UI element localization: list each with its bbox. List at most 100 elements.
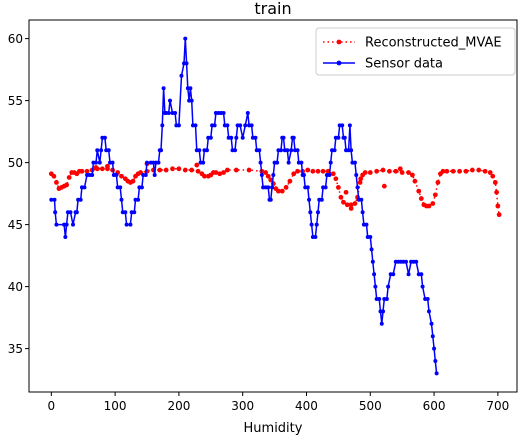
data-point bbox=[160, 123, 165, 128]
data-point bbox=[194, 162, 200, 168]
data-point bbox=[99, 148, 104, 153]
data-point bbox=[435, 180, 441, 185]
data-point bbox=[179, 73, 184, 78]
data-point bbox=[283, 185, 289, 190]
data-point bbox=[64, 182, 70, 188]
y-tick-label: 45 bbox=[8, 218, 23, 232]
data-point bbox=[245, 111, 250, 115]
data-point bbox=[370, 259, 375, 264]
data-point bbox=[305, 185, 310, 190]
y-tick-label: 55 bbox=[8, 94, 23, 108]
data-point bbox=[344, 202, 350, 208]
data-point bbox=[188, 86, 193, 91]
data-point bbox=[167, 98, 172, 103]
data-point bbox=[301, 173, 306, 177]
data-point bbox=[426, 203, 432, 209]
legend-box bbox=[315, 27, 516, 76]
data-point bbox=[348, 206, 354, 211]
x-axis: 0 100 200 300 400 500 600 700 bbox=[48, 392, 509, 413]
data-point bbox=[82, 185, 87, 190]
legend-marker bbox=[336, 60, 342, 66]
data-point bbox=[132, 210, 137, 215]
legend-label: Sensor data bbox=[365, 57, 443, 72]
data-point bbox=[380, 167, 386, 173]
data-point bbox=[404, 259, 409, 264]
data-point bbox=[118, 185, 123, 190]
data-point bbox=[249, 123, 254, 128]
x-tick-label: 700 bbox=[486, 399, 509, 413]
data-point bbox=[213, 170, 219, 175]
data-point bbox=[393, 168, 399, 174]
data-point bbox=[295, 148, 300, 153]
data-point bbox=[289, 148, 294, 153]
data-point bbox=[224, 167, 230, 173]
data-point bbox=[93, 165, 99, 170]
data-point bbox=[119, 197, 124, 202]
y-axis: 35 40 45 50 55 60 bbox=[8, 32, 29, 356]
data-point bbox=[315, 168, 321, 174]
data-point bbox=[314, 222, 319, 227]
data-point bbox=[263, 170, 269, 175]
data-point bbox=[195, 168, 201, 174]
data-point bbox=[469, 167, 475, 173]
x-tick-label: 0 bbox=[48, 399, 56, 413]
data-point bbox=[313, 235, 318, 239]
series-line-1 bbox=[51, 38, 438, 374]
data-point bbox=[434, 371, 439, 376]
data-point bbox=[161, 86, 166, 91]
data-point bbox=[319, 197, 324, 202]
data-point bbox=[496, 212, 502, 218]
data-point bbox=[139, 185, 144, 190]
data-point bbox=[425, 297, 430, 301]
data-point bbox=[308, 210, 313, 215]
data-point bbox=[348, 202, 354, 208]
data-point bbox=[305, 167, 311, 173]
data-point bbox=[336, 135, 341, 140]
data-point bbox=[166, 111, 171, 115]
data-point bbox=[212, 123, 217, 128]
data-point bbox=[266, 185, 271, 190]
data-point bbox=[275, 160, 280, 165]
data-point bbox=[285, 148, 290, 153]
data-point bbox=[384, 297, 389, 301]
data-point bbox=[78, 197, 83, 202]
x-tick-label: 400 bbox=[295, 399, 318, 413]
data-point bbox=[367, 170, 373, 175]
data-point bbox=[270, 185, 275, 190]
data-point bbox=[429, 321, 434, 326]
data-point bbox=[373, 284, 378, 289]
data-point bbox=[369, 247, 374, 252]
data-point bbox=[276, 188, 281, 194]
data-point bbox=[342, 135, 347, 140]
data-point bbox=[52, 197, 57, 202]
data-point bbox=[286, 160, 291, 165]
data-point bbox=[374, 168, 380, 174]
data-point bbox=[335, 185, 341, 190]
data-point bbox=[93, 160, 98, 165]
data-point bbox=[291, 171, 297, 177]
data-point bbox=[358, 176, 364, 182]
data-point bbox=[414, 259, 419, 264]
data-point bbox=[332, 148, 337, 153]
x-tick-label: 100 bbox=[104, 399, 127, 413]
data-point bbox=[145, 160, 150, 165]
data-point bbox=[397, 166, 403, 172]
data-point bbox=[238, 123, 243, 128]
data-point bbox=[54, 180, 59, 185]
data-point bbox=[381, 183, 387, 189]
data-point bbox=[320, 168, 326, 174]
x-axis-label: Humidity bbox=[244, 421, 303, 435]
data-point bbox=[341, 199, 346, 205]
data-point bbox=[64, 222, 69, 227]
data-point bbox=[360, 210, 365, 215]
data-point bbox=[355, 185, 360, 190]
data-point bbox=[271, 173, 276, 177]
data-point bbox=[444, 168, 450, 174]
data-point bbox=[102, 135, 107, 140]
data-point bbox=[343, 189, 349, 195]
data-point bbox=[291, 135, 296, 140]
data-point bbox=[128, 222, 133, 227]
data-point bbox=[233, 167, 239, 173]
data-point bbox=[323, 185, 328, 190]
